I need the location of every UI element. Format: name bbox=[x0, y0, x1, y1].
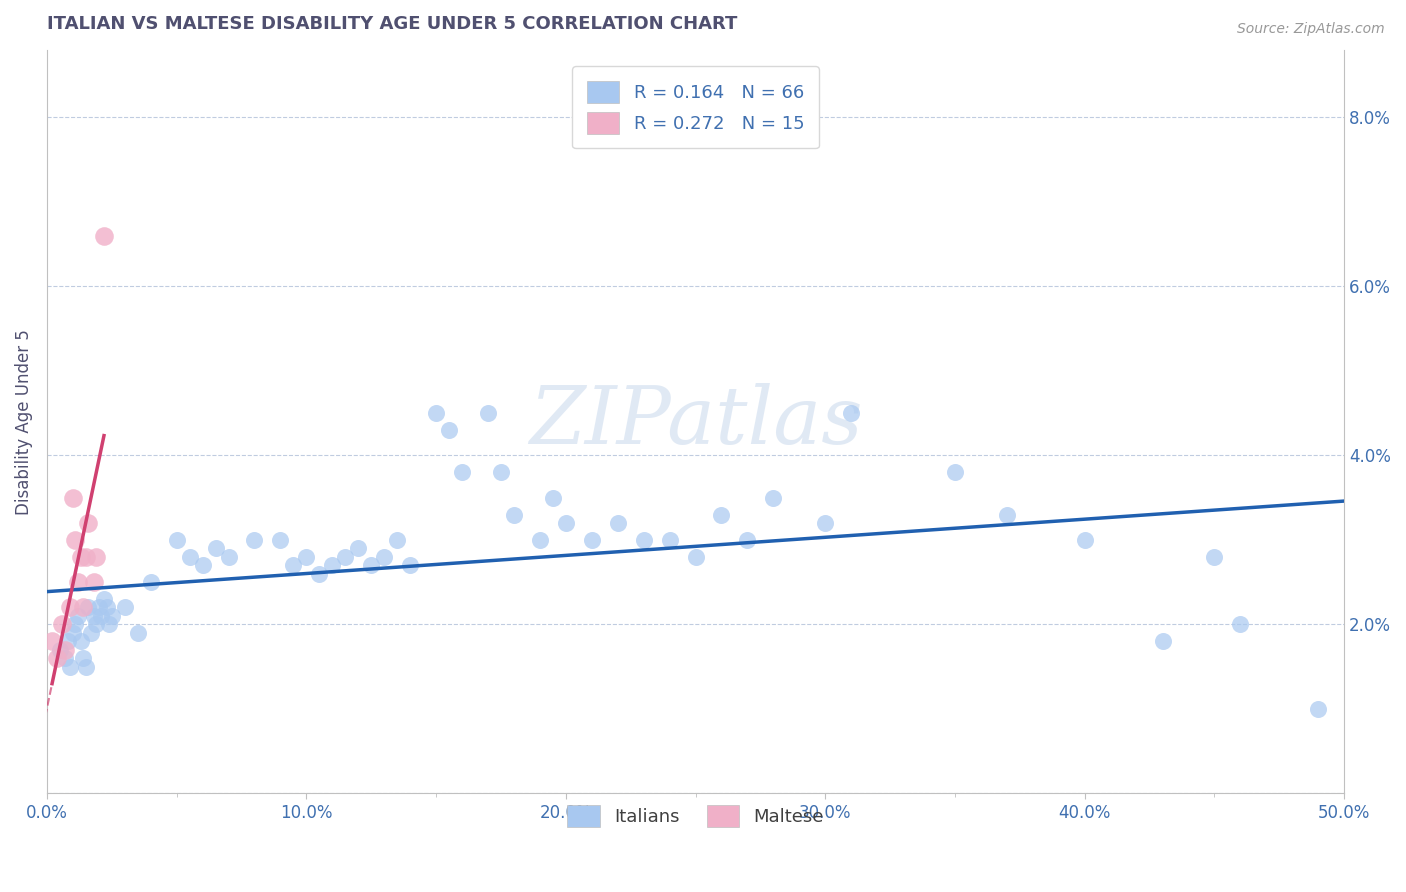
Point bbox=[65, 617, 87, 632]
Point bbox=[53, 642, 76, 657]
Point bbox=[995, 508, 1018, 522]
Point bbox=[269, 533, 291, 547]
Point bbox=[83, 575, 105, 590]
Point bbox=[49, 642, 72, 657]
Point bbox=[62, 491, 84, 505]
Point bbox=[529, 533, 551, 547]
Point bbox=[83, 608, 105, 623]
Point bbox=[56, 634, 79, 648]
Point bbox=[84, 549, 107, 564]
Point bbox=[283, 558, 305, 573]
Point bbox=[204, 541, 226, 556]
Legend: Italians, Maltese: Italians, Maltese bbox=[558, 797, 832, 837]
Point bbox=[437, 423, 460, 437]
Point bbox=[66, 608, 89, 623]
Point bbox=[360, 558, 382, 573]
Point bbox=[62, 625, 84, 640]
Point bbox=[581, 533, 603, 547]
Point bbox=[59, 600, 82, 615]
Point bbox=[737, 533, 759, 547]
Point bbox=[295, 549, 318, 564]
Point bbox=[321, 558, 343, 573]
Point bbox=[75, 549, 97, 564]
Point bbox=[93, 592, 115, 607]
Point bbox=[93, 228, 115, 243]
Point bbox=[1204, 549, 1226, 564]
Point bbox=[65, 533, 87, 547]
Point bbox=[1308, 702, 1330, 716]
Point bbox=[633, 533, 655, 547]
Point bbox=[66, 575, 89, 590]
Point bbox=[46, 651, 69, 665]
Point bbox=[243, 533, 266, 547]
Point bbox=[451, 465, 474, 479]
Point bbox=[373, 549, 395, 564]
Point bbox=[114, 600, 136, 615]
Point bbox=[127, 625, 149, 640]
Point bbox=[80, 625, 103, 640]
Point bbox=[762, 491, 785, 505]
Point bbox=[606, 516, 628, 530]
Point bbox=[69, 549, 91, 564]
Text: Source: ZipAtlas.com: Source: ZipAtlas.com bbox=[1237, 22, 1385, 37]
Point bbox=[77, 516, 100, 530]
Point bbox=[839, 406, 862, 420]
Text: ZIPatlas: ZIPatlas bbox=[529, 383, 862, 460]
Point bbox=[425, 406, 447, 420]
Point bbox=[96, 600, 118, 615]
Point bbox=[1229, 617, 1251, 632]
Point bbox=[69, 634, 91, 648]
Point bbox=[335, 549, 357, 564]
Point bbox=[710, 508, 733, 522]
Point bbox=[77, 600, 100, 615]
Point bbox=[59, 659, 82, 673]
Point bbox=[72, 600, 94, 615]
Point bbox=[943, 465, 966, 479]
Point bbox=[541, 491, 564, 505]
Y-axis label: Disability Age Under 5: Disability Age Under 5 bbox=[15, 328, 32, 515]
Point bbox=[179, 549, 201, 564]
Text: ITALIAN VS MALTESE DISABILITY AGE UNDER 5 CORRELATION CHART: ITALIAN VS MALTESE DISABILITY AGE UNDER … bbox=[46, 15, 737, 33]
Point bbox=[98, 617, 121, 632]
Point bbox=[166, 533, 188, 547]
Point bbox=[814, 516, 837, 530]
Point bbox=[75, 659, 97, 673]
Point bbox=[51, 617, 73, 632]
Point bbox=[489, 465, 512, 479]
Point bbox=[399, 558, 422, 573]
Point bbox=[53, 651, 76, 665]
Point bbox=[1073, 533, 1095, 547]
Point bbox=[218, 549, 240, 564]
Point bbox=[100, 608, 122, 623]
Point bbox=[658, 533, 681, 547]
Point bbox=[72, 651, 94, 665]
Point bbox=[84, 617, 107, 632]
Point bbox=[385, 533, 408, 547]
Point bbox=[503, 508, 526, 522]
Point bbox=[1152, 634, 1174, 648]
Point bbox=[90, 608, 112, 623]
Point bbox=[191, 558, 214, 573]
Point bbox=[477, 406, 499, 420]
Point bbox=[308, 566, 330, 581]
Point bbox=[685, 549, 707, 564]
Point bbox=[554, 516, 576, 530]
Point bbox=[347, 541, 370, 556]
Point bbox=[139, 575, 162, 590]
Point bbox=[41, 634, 63, 648]
Point bbox=[87, 600, 110, 615]
